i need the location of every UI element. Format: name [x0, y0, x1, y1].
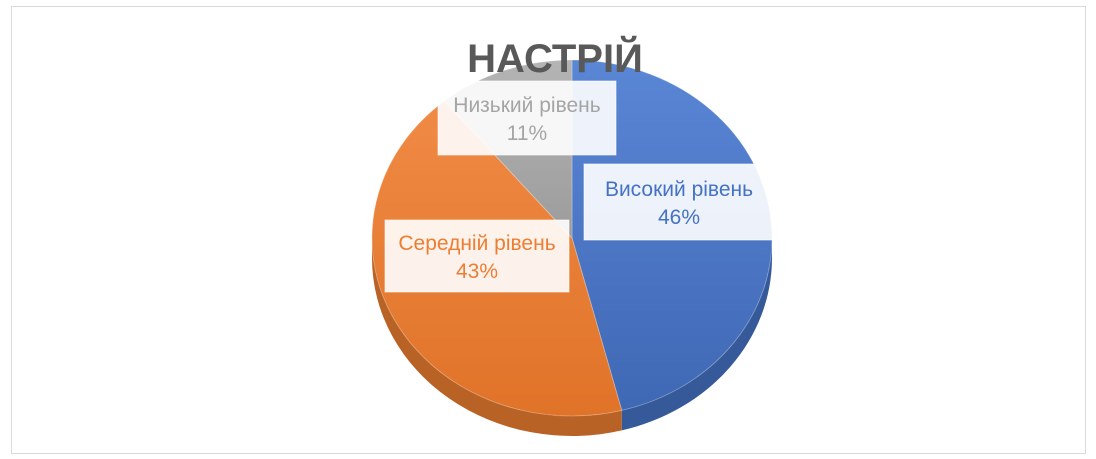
pie-side-високий-рівень	[621, 238, 772, 431]
data-label-name: Середній рівень	[398, 232, 555, 255]
data-label-name: Високий рівень	[605, 178, 753, 201]
data-label-box	[437, 80, 617, 156]
data-label-percent: 43%	[456, 260, 498, 283]
data-label-середній-рівень: Середній рівень 43%	[384, 219, 570, 293]
pie-side-середній-рівень	[372, 238, 622, 437]
data-label-високий-рівень: Високий рівень 46%	[583, 163, 775, 241]
data-label-name: Низький рівень	[453, 94, 600, 117]
chart-title: НАСТРІЙ	[467, 35, 643, 81]
data-label-box	[583, 163, 775, 241]
data-label-percent: 11%	[507, 122, 547, 145]
data-label-percent: 46%	[658, 206, 700, 229]
data-label-низький-рівень: Низький рівень 11%	[437, 80, 617, 156]
data-label-box	[384, 219, 570, 293]
